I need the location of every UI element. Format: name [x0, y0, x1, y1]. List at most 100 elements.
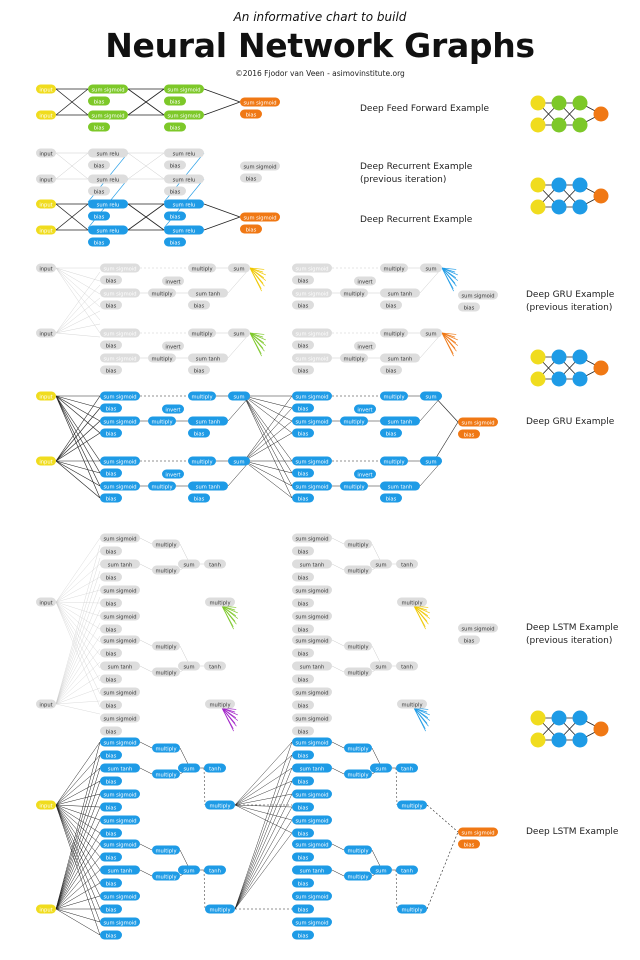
- gru-prev-input-0-shape: [36, 263, 56, 273]
- lstm-prev-a0-g2-shape: [100, 559, 140, 569]
- lstm-prev-b1-g3-bias: bias: [292, 674, 314, 684]
- lstm-prev-b1-g6: sum sigmoid: [292, 713, 332, 723]
- lstm-prev-fan-2-ray: [413, 605, 431, 619]
- icon-deep-recurrent: [530, 177, 609, 215]
- drn-input-0: input: [36, 199, 56, 209]
- lstm-prev-fan-2-ray: [413, 605, 430, 614]
- edge: [55, 297, 101, 334]
- gru-b0-r: sum sigmoid: [292, 416, 332, 426]
- lstm-b0-g1-bias: bias: [292, 750, 314, 760]
- gru-prev-b1-sum-shape: [420, 328, 442, 338]
- icon-deep-recurrent-hidden-node: [572, 199, 588, 215]
- icon-deep-feed-forward-hidden-node: [551, 117, 567, 133]
- lstm-a1-mul-a: multiply: [152, 845, 180, 855]
- gru-prev-b1-fan-ray: [441, 332, 457, 352]
- edge: [55, 267, 101, 321]
- lstm-b0-g0-text: sum sigmoid: [295, 740, 328, 746]
- lstm-b1-g7-bias-shape: [292, 930, 314, 940]
- edge: [55, 804, 101, 884]
- gru-input-0-shape: [36, 391, 56, 401]
- gru-prev-a1-invert-shape: [162, 341, 184, 351]
- lstm-prev-b1-g7-bias-shape: [292, 726, 314, 736]
- icon-deep-recurrent-output-node: [593, 188, 609, 204]
- lstm-b0-g4-text: sum sigmoid: [295, 792, 328, 798]
- lstm-mul-3-shape: [397, 904, 427, 914]
- lstm-a1-g3-bias: bias: [100, 878, 122, 888]
- drn-h2-bias-1-shape: [164, 237, 186, 247]
- icon-deep-lstm-output-node: [593, 721, 609, 737]
- icon-deep-feed-forward-output-node: [593, 106, 609, 122]
- lstm-prev-a0-g3-bias: bias: [100, 572, 122, 582]
- lstm-prev-input-1-text: input: [39, 702, 52, 708]
- lstm-b0-g5-bias-shape: [292, 802, 314, 812]
- ff-out-bias: bias: [240, 109, 262, 119]
- lstm-a1-g2: sum tanh: [100, 865, 140, 875]
- gru-prev-input-0: input: [36, 263, 56, 273]
- gru-prev-a0-sum: sum: [228, 263, 250, 273]
- lstm-prev-a0-tanh-text: tanh: [209, 562, 221, 568]
- lstm-prev-b1-g4: sum sigmoid: [292, 687, 332, 697]
- lstm-b1-g2-text: sum tanh: [300, 868, 324, 874]
- lstm-prev-fan-1-ray: [221, 707, 234, 732]
- lstm-prev-b0-g7-bias-shape: [292, 624, 314, 634]
- gru-prev-b0-z-bias: bias: [292, 275, 314, 285]
- lstm-prev-a1-tanh: tanh: [204, 661, 226, 671]
- lstm-prev-b0-tanh: tanh: [396, 559, 418, 569]
- lstm-prev-a1-g2-shape: [100, 661, 140, 671]
- edge: [55, 267, 101, 334]
- poster-subtitle: An informative chart to build: [233, 10, 407, 24]
- drn-h2-0: sum relu: [164, 199, 204, 209]
- ff-h1-1-text: sum sigmoid: [91, 113, 124, 119]
- lstm-prev-b0-mul-b-shape: [344, 565, 372, 575]
- gru-b1-z: sum sigmoid: [292, 456, 332, 466]
- icon-deep-lstm-hidden-node: [551, 732, 567, 748]
- edge: [243, 395, 293, 422]
- gru-prev-b0-r-shape: [292, 288, 332, 298]
- lstm-a1-g2-shape: [100, 865, 140, 875]
- drn-prev-input-1-shape: [36, 174, 56, 184]
- gru-prev-b1-z-shape: [292, 328, 332, 338]
- ff-h2-bias-1-shape: [164, 122, 186, 132]
- lstm-a1-g4-shape: [100, 891, 140, 901]
- gru-b0-mul-1: multiply: [380, 391, 408, 401]
- edge: [243, 432, 293, 462]
- edge: [331, 869, 345, 877]
- label-deep-lstm-prev-2: (previous iteration): [526, 636, 613, 646]
- lstm-input-0: input: [36, 800, 56, 810]
- edge: [395, 767, 398, 806]
- edge: [55, 869, 101, 910]
- edge: [139, 563, 153, 571]
- gru-prev-b0-h-bias: bias: [380, 300, 402, 310]
- lstm-a0-tanh: tanh: [204, 763, 226, 773]
- gru-prev-a1-fan-ray: [249, 332, 265, 352]
- gru-prev-b0-h: sum tanh: [380, 288, 420, 298]
- gru-prev-b1-h-bias-shape: [380, 365, 402, 375]
- gru-prev-a0-mul-1-text: multiply: [191, 266, 212, 272]
- gru-prev-a1-z-text: sum sigmoid: [103, 331, 136, 337]
- gru-prev-a1-mul-2-text: multiply: [151, 356, 172, 362]
- lstm-prev-fan-3-ray: [413, 707, 429, 727]
- gru-prev-a0-z-bias-text: bias: [106, 278, 117, 284]
- gru-a1-r-shape: [100, 481, 140, 491]
- lstm-prev-a0-g4-text: sum sigmoid: [103, 588, 136, 594]
- gru-b1-r-shape: [292, 481, 332, 491]
- lstm-prev-b1-g2: sum tanh: [292, 661, 332, 671]
- edge: [55, 332, 101, 338]
- icon-deep-gru: [530, 349, 609, 387]
- drn-prev-h1-0-shape: [88, 148, 128, 158]
- icon-deep-lstm-hidden-node: [572, 732, 588, 748]
- gru-prev-a1-h: sum tanh: [188, 353, 228, 363]
- gru-prev-out: sum sigmoid: [458, 290, 498, 300]
- gru-prev-out-bias-shape: [458, 302, 480, 312]
- edge: [55, 88, 89, 116]
- edge: [234, 832, 293, 910]
- gru-a0-h-bias-text: bias: [194, 431, 205, 437]
- lstm-prev-b0-g5-bias-shape: [292, 598, 314, 608]
- lstm-b0-g0-shape: [292, 737, 332, 747]
- gru-prev-b1-mul-1-shape: [380, 328, 408, 338]
- lstm-prev-a0-mul-a: multiply: [152, 539, 180, 549]
- gru-a0-z-shape: [100, 391, 140, 401]
- gru-prev-a1-r-bias-text: bias: [106, 368, 117, 374]
- label-deep-lstm: Deep LSTM Example: [526, 827, 619, 837]
- gru-prev-b1-r: sum sigmoid: [292, 353, 332, 363]
